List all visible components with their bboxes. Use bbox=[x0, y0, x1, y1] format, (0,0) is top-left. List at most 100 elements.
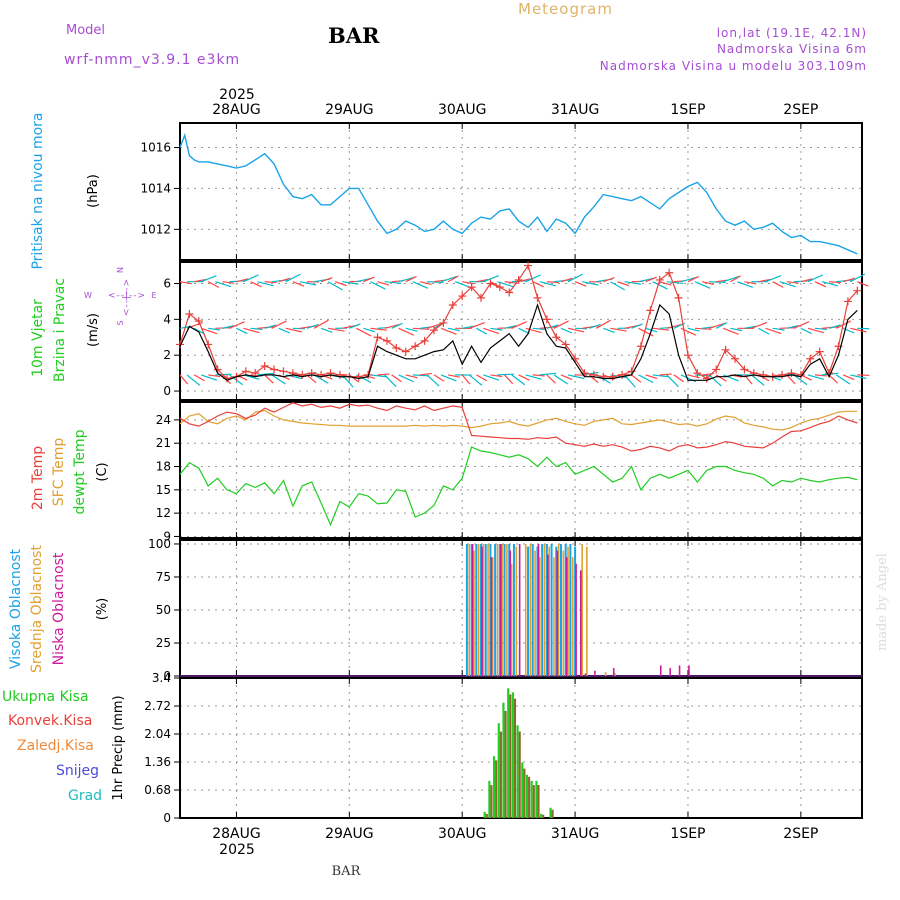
wind-vector bbox=[715, 374, 727, 382]
gust-marker bbox=[731, 354, 740, 363]
wind-vector bbox=[377, 373, 390, 376]
gust-marker bbox=[373, 333, 382, 342]
gust-marker bbox=[693, 369, 702, 378]
gust-marker bbox=[317, 370, 326, 379]
wind-vector bbox=[476, 278, 489, 283]
y-tick-label: 100 bbox=[148, 537, 171, 551]
pressure-panel: 1012 1014 1016 bbox=[140, 122, 863, 261]
wind-vector bbox=[758, 278, 771, 283]
y-tick-label: 18 bbox=[156, 460, 171, 474]
elevation-label: Nadmorska Visina 6m bbox=[717, 42, 867, 56]
wind-speed-line bbox=[179, 303, 858, 381]
gust-marker bbox=[759, 370, 768, 379]
wind-vector bbox=[638, 374, 654, 384]
wind-vector bbox=[320, 327, 333, 333]
wind-vector bbox=[800, 327, 812, 335]
wind-vector bbox=[504, 374, 514, 385]
legend-snow: Snijeg bbox=[56, 763, 99, 779]
wind-vector bbox=[271, 320, 287, 329]
wind-vector bbox=[525, 374, 542, 380]
panel-frame bbox=[179, 539, 863, 677]
wind-vector bbox=[490, 374, 503, 378]
wind-vector bbox=[525, 274, 541, 283]
wind-vector bbox=[257, 372, 275, 376]
wind-vector bbox=[525, 327, 542, 334]
wind-vector bbox=[687, 327, 700, 332]
legend-conv: Konvek.Kisa bbox=[8, 713, 92, 729]
y-tick-label: 3.4 bbox=[152, 671, 171, 685]
precip-total-bar bbox=[511, 692, 514, 818]
wind-vector bbox=[377, 281, 390, 286]
precip-conv-bar bbox=[518, 731, 521, 818]
gust-marker bbox=[853, 286, 862, 295]
wind-vector bbox=[257, 281, 274, 287]
gust-marker bbox=[608, 372, 617, 381]
y-tick-label: 6 bbox=[163, 277, 171, 291]
wind-vector bbox=[391, 322, 403, 329]
wind-vector bbox=[821, 281, 839, 287]
gust-marker bbox=[665, 268, 674, 277]
y-tick-label: 4 bbox=[163, 312, 171, 326]
temperature-panel: 9 12 15 18 21 24 bbox=[156, 401, 863, 543]
y-tick-label: 2 bbox=[163, 348, 171, 362]
wind-vector bbox=[518, 374, 530, 381]
wind-vector bbox=[652, 374, 670, 378]
wind-vector bbox=[306, 374, 317, 384]
panel-frame bbox=[179, 261, 863, 401]
wind-vector bbox=[546, 324, 559, 329]
wind-vector bbox=[511, 374, 526, 386]
model-label: Model bbox=[66, 23, 105, 38]
gust-marker bbox=[467, 283, 476, 292]
wind-vector bbox=[518, 278, 531, 283]
gust-marker bbox=[787, 369, 796, 378]
wind-vector bbox=[793, 321, 810, 329]
date-label-bottom: 30AUG bbox=[438, 826, 487, 842]
wind-vector bbox=[363, 276, 375, 283]
wind-vector bbox=[278, 277, 291, 283]
wind-vector bbox=[278, 327, 291, 334]
gust-marker bbox=[260, 361, 269, 370]
gust-marker bbox=[542, 315, 551, 324]
wind-vector bbox=[758, 327, 770, 335]
precip-total-bar bbox=[488, 780, 491, 818]
gust-marker bbox=[382, 336, 391, 345]
wind-vector bbox=[447, 327, 460, 332]
legend-freezing: Zaledj.Kisa bbox=[17, 738, 94, 754]
wind-vector bbox=[708, 374, 722, 387]
wind-vector bbox=[243, 374, 260, 380]
wind-vector bbox=[532, 374, 545, 377]
compass-vertical: <--|--> bbox=[122, 278, 132, 316]
gust-marker bbox=[194, 317, 203, 326]
wind-vector bbox=[574, 281, 587, 287]
wind-vector bbox=[814, 374, 827, 377]
wind-vector bbox=[772, 281, 784, 288]
gust-marker bbox=[420, 336, 429, 345]
wind-vector bbox=[504, 281, 517, 284]
wind-vector bbox=[292, 281, 305, 287]
cloud-panel: 0 25 50 75 100 bbox=[148, 537, 863, 683]
wind-vector bbox=[828, 374, 839, 384]
wind-vector bbox=[412, 281, 429, 289]
gust-marker bbox=[241, 367, 250, 376]
y-tick-label: 1016 bbox=[140, 141, 171, 155]
precip-total-bar bbox=[521, 762, 524, 818]
wind-vector bbox=[673, 374, 685, 383]
y-tick-label: 21 bbox=[156, 436, 171, 450]
wind-vector bbox=[200, 327, 218, 335]
y-tick-label: 9 bbox=[163, 529, 171, 543]
date-label-bottom: 28AUG bbox=[212, 826, 261, 842]
wind-vector bbox=[497, 281, 514, 288]
date-label-top: 31AUG bbox=[551, 102, 600, 118]
wind-vector bbox=[264, 281, 277, 284]
wind-vector bbox=[504, 325, 517, 329]
wind-vector bbox=[349, 323, 361, 329]
wind-vector bbox=[490, 327, 503, 331]
wind-vector bbox=[850, 327, 867, 333]
wind-vector bbox=[553, 374, 569, 385]
wind-vector bbox=[215, 281, 232, 288]
precip-legend: Ukupna Kisa Konvek.Kisa Zaledj.Kisa Snij… bbox=[2, 689, 102, 804]
precip-conv-bar bbox=[523, 768, 526, 818]
wind-vector bbox=[560, 374, 573, 381]
gust-marker bbox=[778, 370, 787, 379]
